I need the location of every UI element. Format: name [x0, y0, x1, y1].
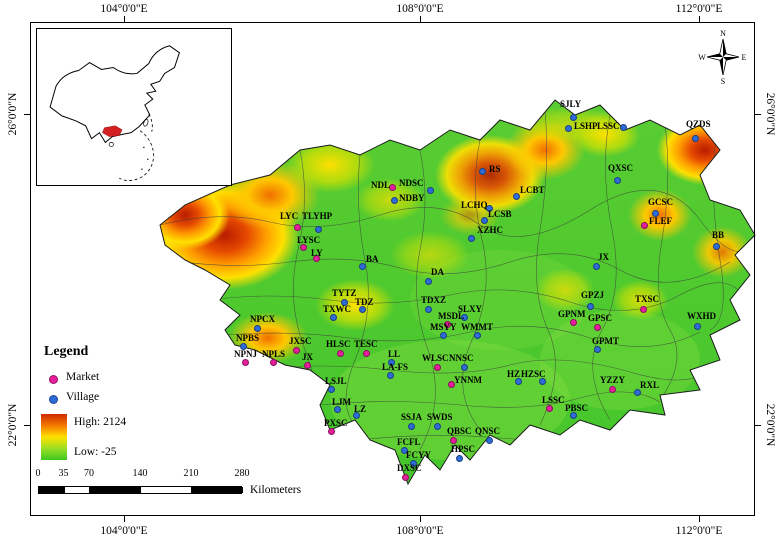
compass-star-shade	[723, 39, 727, 57]
hainan-island	[108, 142, 114, 148]
scale-numbers: 0 35 70 140 210 280	[35, 468, 250, 480]
scale-bar: 0 35 70 140 210 280 Kilometers	[35, 468, 338, 500]
scale-number: 35	[58, 468, 69, 479]
scale-bar-segment	[39, 487, 65, 493]
compass-south-label: S	[721, 77, 725, 86]
sea-island-dot	[147, 158, 149, 161]
scale-number: 210	[183, 468, 199, 479]
scale-number: 70	[84, 468, 94, 479]
nine-dash-line	[118, 130, 155, 181]
legend-title: Legend	[44, 344, 89, 359]
province-outline	[159, 99, 756, 486]
scale-bar-segment	[90, 487, 141, 493]
compass-west-label: W	[698, 53, 706, 62]
scale-number: 140	[132, 468, 148, 479]
scale-number: 0	[35, 468, 41, 479]
ramp-low-label: Low: -25	[74, 446, 117, 458]
elevation-ramp	[41, 414, 67, 460]
compass-star-shade	[707, 53, 723, 57]
elevation-raster	[160, 100, 755, 484]
compass-star-shade	[723, 57, 739, 61]
scale-bar-segment	[64, 487, 90, 493]
compass-rose: N W E S	[697, 27, 749, 87]
market-legend-dot	[49, 375, 58, 384]
scale-bar-segment	[192, 487, 243, 493]
compass-north-label: N	[720, 29, 726, 38]
scale-unit-label: Kilometers	[250, 484, 302, 496]
sea-island-dot	[143, 146, 145, 149]
taiwan-island	[143, 119, 149, 127]
scale-bar-track	[38, 486, 243, 494]
compass-star-shade	[719, 57, 723, 75]
scale-bar-segment	[141, 487, 192, 493]
china-outline	[49, 45, 181, 144]
market-legend-label: Market	[66, 371, 100, 383]
east-dash-line	[148, 113, 153, 132]
compass-east-label: E	[742, 53, 747, 62]
inset-china-map	[36, 28, 232, 186]
legend: Legend Market Village High: 2124 Low: -2…	[38, 342, 208, 470]
ramp-high-label: High: 2124	[74, 416, 127, 428]
guangxi-highlight	[102, 125, 123, 137]
scale-number: 280	[234, 468, 250, 479]
village-legend-dot	[49, 395, 58, 404]
sea-island-dot	[141, 168, 143, 170]
village-legend-label: Village	[66, 391, 100, 403]
